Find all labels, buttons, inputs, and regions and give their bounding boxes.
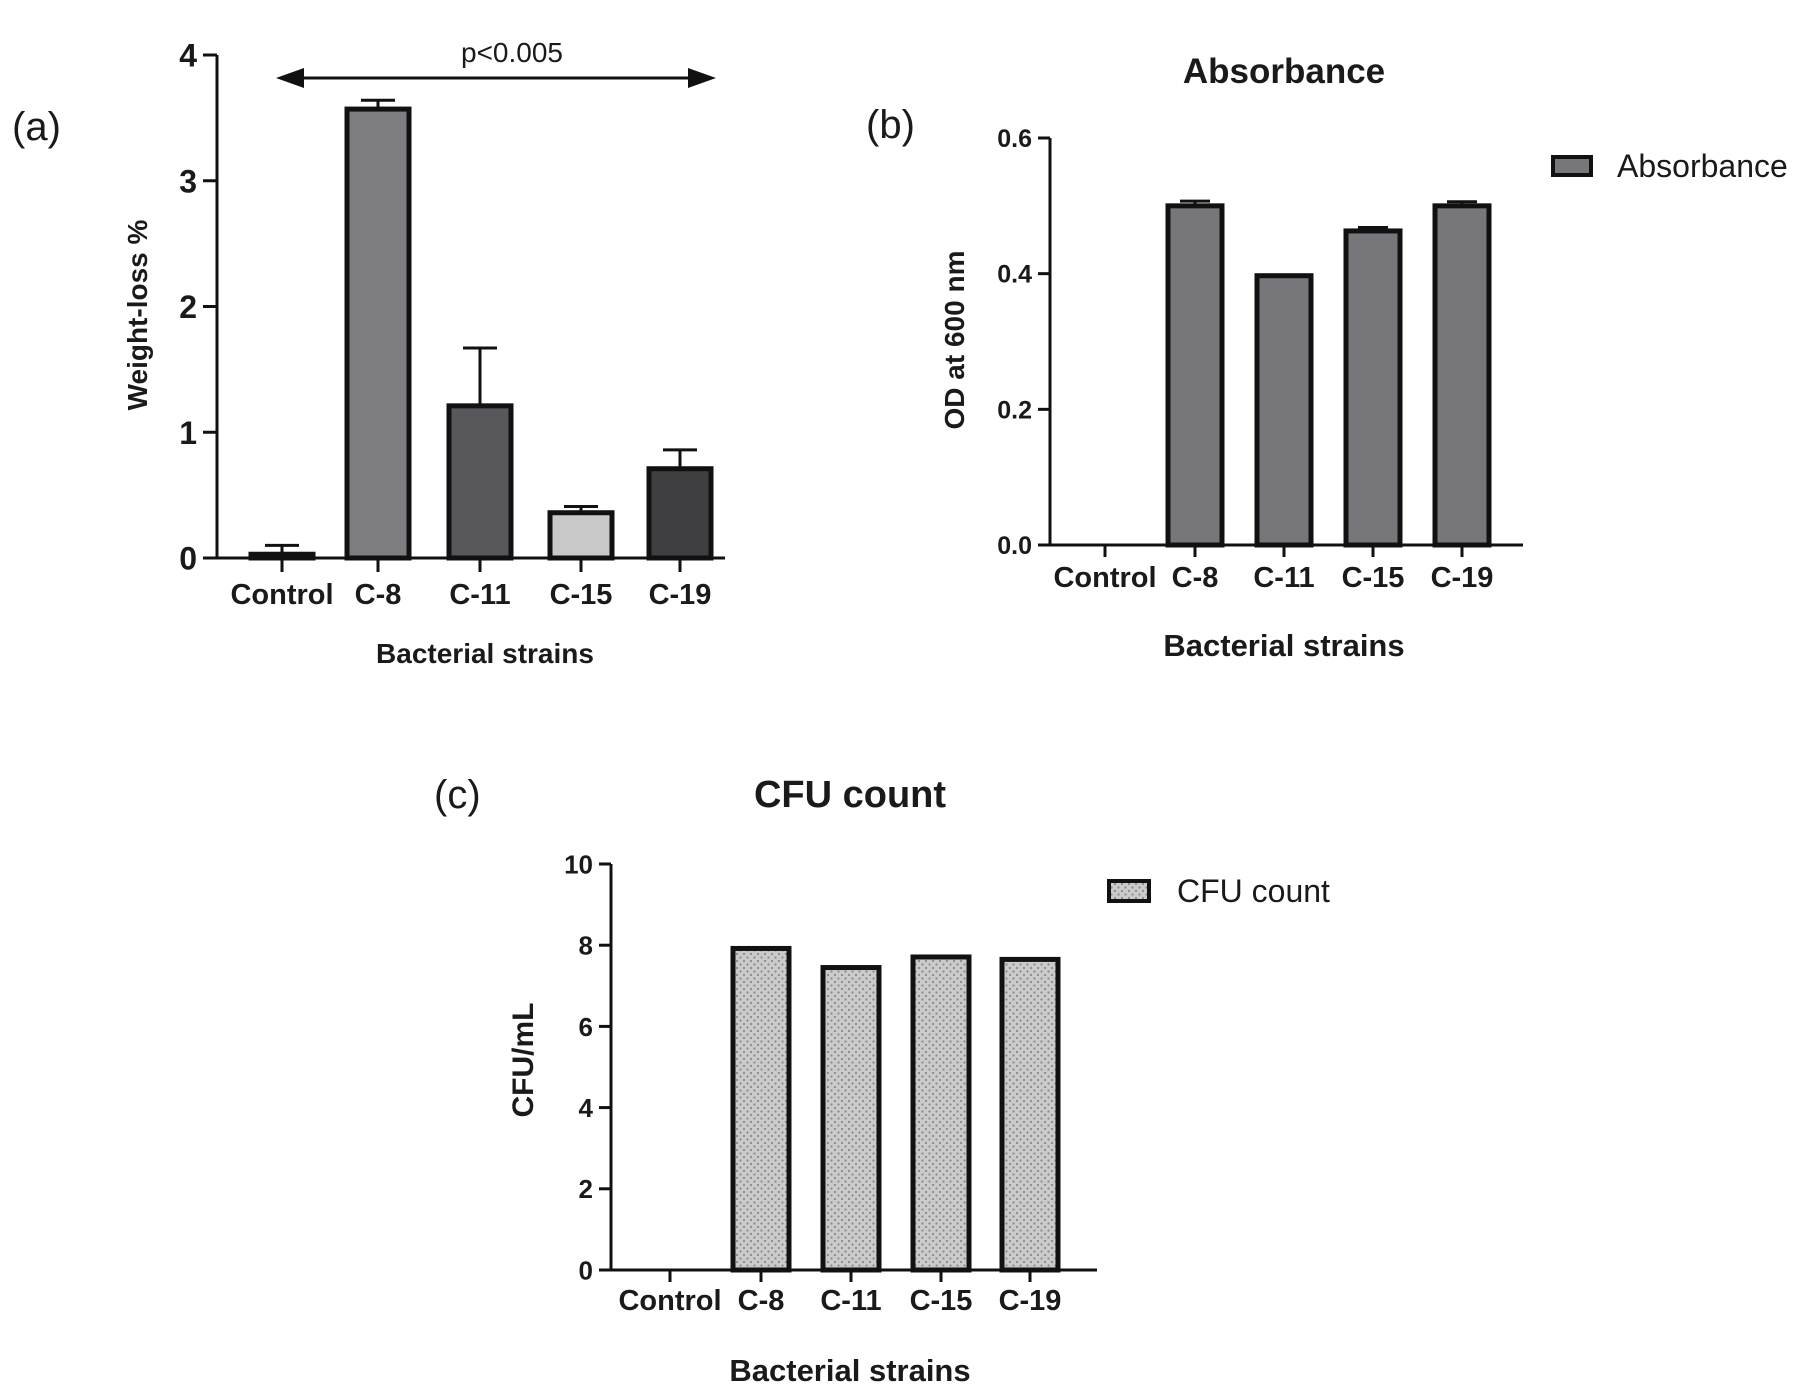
- legend: Absorbance: [1551, 148, 1788, 184]
- y-tick-label: 0.0: [997, 532, 1032, 560]
- bar-c-11: [820, 965, 882, 1273]
- bar-c-15: [1343, 228, 1403, 548]
- panel-label: (b): [866, 103, 915, 147]
- x-tick-label: C-11: [820, 1285, 881, 1317]
- y-axis-label: Weight-loss %: [122, 219, 153, 410]
- significance-arrow-left-head: [276, 68, 304, 88]
- bar-c-8: [344, 106, 412, 561]
- bar-c-11: [1254, 273, 1314, 548]
- x-axis-label: Bacterial strains: [729, 1353, 970, 1386]
- legend: CFU count: [1107, 873, 1330, 909]
- y-tick-label: 4: [579, 1093, 594, 1123]
- x-tick-label: C-8: [355, 579, 402, 611]
- x-axis-label: Bacterial strains: [1163, 628, 1404, 663]
- y-tick-label: 1: [179, 415, 197, 451]
- y-tick-labels: 0 1 2 3 4: [179, 38, 197, 577]
- x-tick-labels: Control C-8 C-11 C-15 C-19: [1053, 562, 1493, 594]
- x-axis-label: Bacterial strains: [376, 638, 594, 669]
- significance-annotation: p<0.005: [276, 37, 716, 88]
- y-axis-label: OD at 600 nm: [939, 251, 970, 430]
- y-axis-label: CFU/mL: [507, 1003, 540, 1118]
- bar-c-11: [446, 403, 514, 561]
- x-tick-label: C-11: [1253, 562, 1314, 594]
- legend-label: Absorbance: [1617, 148, 1788, 184]
- y-tick-label: 0.2: [997, 396, 1032, 424]
- x-tick-label: C-19: [649, 579, 712, 611]
- y-tick-label: 0.4: [997, 261, 1032, 289]
- bars: [1165, 199, 1492, 548]
- y-tick-label: 2: [579, 1174, 593, 1204]
- legend-swatch: [1551, 155, 1593, 177]
- y-tick-labels: 0.0 0.2 0.4 0.6: [997, 125, 1032, 560]
- significance-label: p<0.005: [461, 37, 563, 68]
- x-tick-label: C-19: [999, 1285, 1062, 1317]
- x-tick-label: C-15: [550, 579, 613, 611]
- y-tick-label: 8: [579, 931, 593, 961]
- y-tick-label: 3: [179, 163, 197, 199]
- x-tick-label: C-8: [738, 1285, 785, 1317]
- y-tick-label: 6: [579, 1012, 593, 1042]
- panel-label: (a): [12, 105, 61, 149]
- y-tick-labels: 0 2 4 6 8 10: [564, 849, 593, 1285]
- y-tick-label: 0: [579, 1255, 593, 1285]
- y-tick-label: 0: [179, 541, 197, 577]
- bar-c-8: [730, 945, 792, 1273]
- bar-c-15: [910, 954, 972, 1273]
- chart-title: Absorbance: [1183, 52, 1385, 91]
- legend-swatch: [1107, 879, 1151, 903]
- x-tick-label: C-19: [1431, 562, 1494, 594]
- panel-label: (c): [434, 773, 481, 817]
- x-tick-labels: Control C-8 C-11 C-15 C-19: [618, 1285, 1061, 1317]
- bars: [248, 98, 714, 561]
- legend-label: CFU count: [1177, 873, 1330, 909]
- chart-title: CFU count: [754, 774, 946, 816]
- y-tick-label: 4: [179, 38, 197, 74]
- bar-c-19: [999, 956, 1061, 1273]
- bars: [730, 945, 1061, 1273]
- x-tick-label: Control: [618, 1285, 721, 1317]
- x-tick-label: C-11: [449, 579, 510, 611]
- x-tick-label: Control: [1053, 562, 1156, 594]
- panel-a-weight-loss-chart: (a) 0 1 2 3 4 Control C-8 C-11 C-15 C-19 p<0.005…: [12, 37, 725, 669]
- y-tick-label: 10: [564, 849, 593, 879]
- bar-c-15: [547, 510, 615, 561]
- bar-control: [248, 551, 316, 561]
- x-tick-label: C-15: [1342, 562, 1405, 594]
- y-tick-label: 2: [179, 289, 197, 325]
- bar-c-19: [1432, 203, 1492, 548]
- x-tick-label: Control: [230, 579, 333, 611]
- y-tick-label: 0.6: [997, 125, 1032, 153]
- panel-c-cfu-count-chart: (c) CFU count 0 2 4 6 8 10 Control C-8 C-11 C-15…: [434, 773, 1330, 1386]
- panel-b-absorbance-chart: (b) Absorbance 0.0 0.2 0.4 0.6 Control C-8 C-…: [866, 52, 1788, 663]
- bar-c-8: [1165, 203, 1225, 548]
- x-tick-label: C-15: [910, 1285, 973, 1317]
- x-tick-labels: Control C-8 C-11 C-15 C-19: [230, 579, 711, 611]
- x-tick-label: C-8: [1172, 562, 1219, 594]
- significance-arrow-right-head: [688, 68, 716, 88]
- bar-c-19: [646, 466, 714, 561]
